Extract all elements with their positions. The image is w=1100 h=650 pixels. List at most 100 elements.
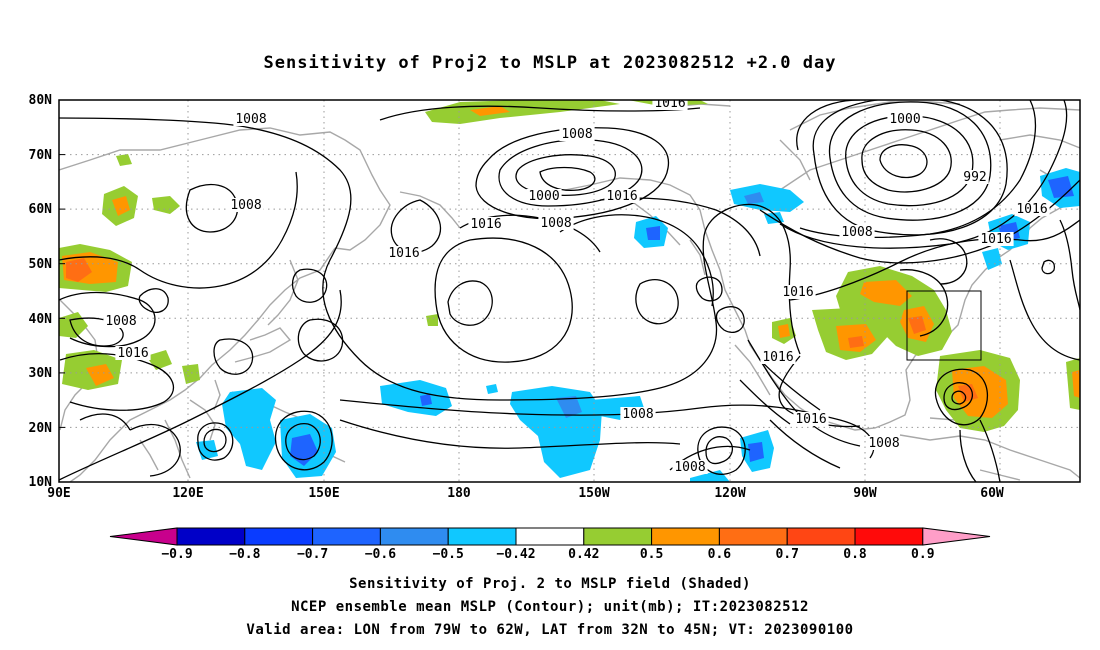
isobar-label-bg [538,216,574,230]
isobar-label-bg [468,217,504,231]
shading-negative-epac-b [748,442,764,462]
shading-negative-wpac-1 [222,388,276,470]
colorbar-tick-label: −0.8 [229,547,260,562]
colorbar-segment [718,527,788,546]
isobar-label: 1016 [1016,202,1047,217]
caption-line-1: Sensitivity of Proj. 2 to MSLP field (Sh… [349,576,751,592]
isobar-label: 1008 [230,198,261,213]
isobar-label-bg [866,436,902,450]
figure-title: Sensitivity of Proj2 to MSLP at 20230825… [264,53,837,73]
isobar-label-bg [233,112,269,126]
map-frame [58,99,1081,483]
shading-positive-west-1c [66,258,92,282]
lat-label-60n: 60N [29,202,53,217]
isobar-label: 1008 [561,127,592,142]
sensitivity-shading [59,100,1080,482]
shading-positive-useast-d [908,316,926,334]
colorbar-segment [651,527,720,546]
lat-label-70n: 70N [29,148,53,163]
valid-area-box [906,290,982,361]
shading-positive-west-2b [112,196,130,216]
isobar-label-bg [652,100,688,110]
caption-line-3: Valid area: LON from 79W to 62W, LAT fro… [246,622,853,638]
isobar-label-bg [887,112,923,126]
lat-label-50n: 50N [29,257,53,272]
shading-positive-midwest-c [848,336,864,348]
colorbar-segment [244,527,314,546]
isobar-label: 1016 [980,232,1011,247]
isobar-label: 1016 [388,246,419,261]
colorbar-segment [786,527,856,546]
shading-negative-epac-c [690,470,730,482]
colorbar-segment [176,527,246,546]
colorbar-segment [854,527,924,546]
colorbar-tick-label: −0.42 [496,547,535,562]
isobar-label: 1016 [470,217,501,232]
isobar-label-bg [604,189,640,203]
shading-negative-cpac-1b [420,394,432,406]
isobar-label: 1000 [528,189,559,204]
colorbar-low-extend [109,527,178,546]
isobar-label-bg [839,225,875,239]
shading-negative-canada-c [764,212,784,224]
isobar-label-bg [793,412,829,426]
shading-positive-useast-b [860,280,912,306]
shading-negative-cpac-1 [380,380,452,416]
isobar-label: 1008 [841,225,872,240]
colorbar-segment [447,527,517,546]
isobar-label-bg [115,346,151,360]
shading-negative-cpac-4 [486,384,498,394]
isobar-label-bg [1014,202,1050,216]
lat-label-80n: 80N [29,93,53,108]
isobar-label: 1000 [889,112,920,127]
lon-label-90w: 90W [853,486,877,501]
isobar-label: 1016 [654,96,685,111]
isobar-label-bg [620,407,656,421]
lon-label-60w: 60W [980,486,1004,501]
colorbar-tick-label: 0.6 [708,547,732,562]
shading-negative-nepac-b [646,226,660,240]
shading-negative-canada [730,184,804,212]
colorbar: −0.9 −0.8 −0.7 −0.6 −0.5 −0.42 0.42 0.5 0.6 0.7 0.… [109,527,991,562]
isobar-label: 1008 [674,460,705,475]
colorbar-segment [515,527,585,546]
isobar-label-bg [559,127,595,141]
colorbar-tick-label: 0.42 [568,547,599,562]
isobar-label-bg [526,189,562,203]
isobar-label: 1008 [540,216,571,231]
lon-label-150e: 150E [308,486,339,501]
colorbar-tick-label: −0.5 [433,547,464,562]
shading-positive-west-6b [86,364,114,386]
shading-negative-natl-3 [982,248,1002,270]
isobar-label-bg [228,198,264,212]
longitude-axis: 90E 120E 150E 180 150W 120W 90W 60W [47,486,1004,501]
lon-label-90e: 90E [47,486,70,501]
colorbar-segment [583,527,653,546]
colorbar-tick-label: 0.5 [640,547,663,562]
shading-negative-cpac-2b [556,396,582,418]
colorbar-tick-label: 0.9 [911,547,934,562]
map-plot-area: 1016 1008 1000 1008 1008 1016 1000 992 1016 1008 1… [59,96,1080,482]
lat-label-30n: 30N [29,366,53,381]
shading-positive-west-8 [182,364,200,384]
colorbar-segment [312,527,381,546]
isobar-label: 1016 [606,189,637,204]
shading-positive-atlantic-c [958,384,978,402]
isobar-label: 1008 [105,314,136,329]
colorbar-tick-label: −0.9 [161,547,192,562]
isobar-label: 1008 [868,436,899,451]
isobar-label: 1008 [235,112,266,127]
isobar-label-bg [978,232,1014,246]
colorbar-tick-label: −0.6 [365,547,396,562]
colorbar-high-extend [922,527,991,546]
shading-positive-atlantic-b [952,366,1008,418]
isobar-label-bg [760,350,796,364]
colorbar-tick-label: 0.8 [843,547,867,562]
lon-label-120w: 120W [714,486,745,501]
isobar-labels: 1016 1008 1000 1008 1008 1016 1000 992 1016 1008 1… [103,96,1050,475]
shading-positive-west-4 [116,154,132,166]
shading-positive-arctic-core [470,106,510,116]
lat-label-20n: 20N [29,421,53,436]
caption-line-2: NCEP ensemble mean MSLP (Contour); unit(… [291,599,809,615]
